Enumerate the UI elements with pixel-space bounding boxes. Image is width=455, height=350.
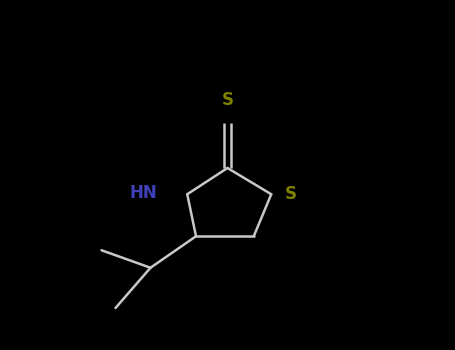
Text: S: S bbox=[285, 185, 297, 203]
Text: HN: HN bbox=[130, 184, 157, 202]
Text: S: S bbox=[222, 91, 233, 108]
